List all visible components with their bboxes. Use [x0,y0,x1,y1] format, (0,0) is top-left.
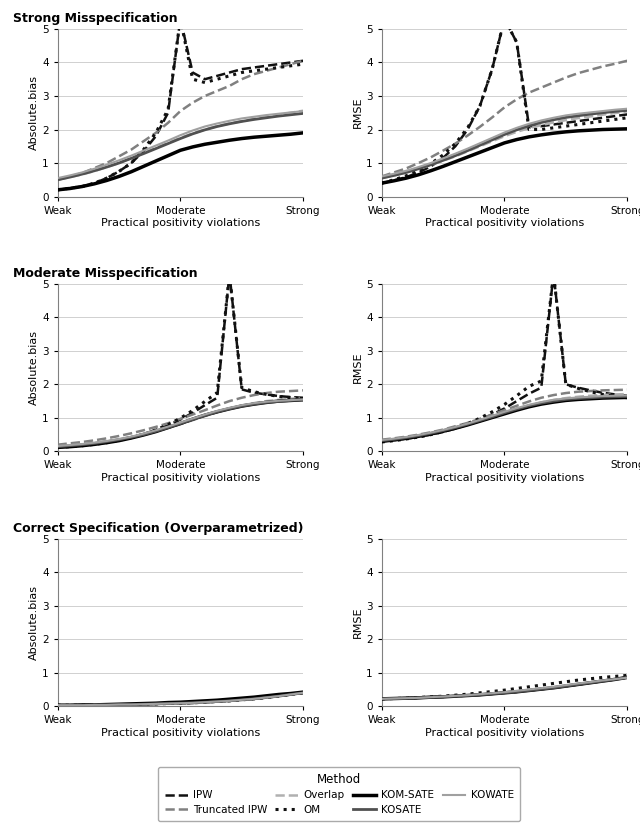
Y-axis label: RMSE: RMSE [353,97,364,129]
X-axis label: Practical positivity violations: Practical positivity violations [425,473,584,483]
Y-axis label: RMSE: RMSE [353,606,364,638]
X-axis label: Practical positivity violations: Practical positivity violations [100,728,260,738]
Text: Moderate Misspecification: Moderate Misspecification [13,267,198,280]
Text: Correct Specification (Overparametrized): Correct Specification (Overparametrized) [13,522,304,534]
X-axis label: Practical positivity violations: Practical positivity violations [425,218,584,228]
Y-axis label: Absolute.bias: Absolute.bias [29,585,39,660]
Y-axis label: Absolute.bias: Absolute.bias [29,330,39,405]
X-axis label: Practical positivity violations: Practical positivity violations [100,218,260,228]
Legend: IPW, Truncated IPW, Overlap, OM, KOM-SATE, KOSATE, KOWATE: IPW, Truncated IPW, Overlap, OM, KOM-SAT… [158,767,520,821]
Y-axis label: RMSE: RMSE [353,352,364,383]
X-axis label: Practical positivity violations: Practical positivity violations [425,728,584,738]
X-axis label: Practical positivity violations: Practical positivity violations [100,473,260,483]
Y-axis label: Absolute.bias: Absolute.bias [29,75,39,150]
Text: Strong Misspecification: Strong Misspecification [13,12,178,25]
